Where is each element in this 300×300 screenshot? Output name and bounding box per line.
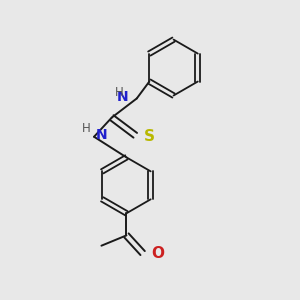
Text: O: O: [152, 246, 164, 261]
Text: N: N: [117, 90, 128, 104]
Text: H: H: [81, 122, 90, 135]
Text: S: S: [143, 129, 155, 144]
Text: H: H: [115, 86, 124, 99]
Text: N: N: [95, 128, 107, 142]
